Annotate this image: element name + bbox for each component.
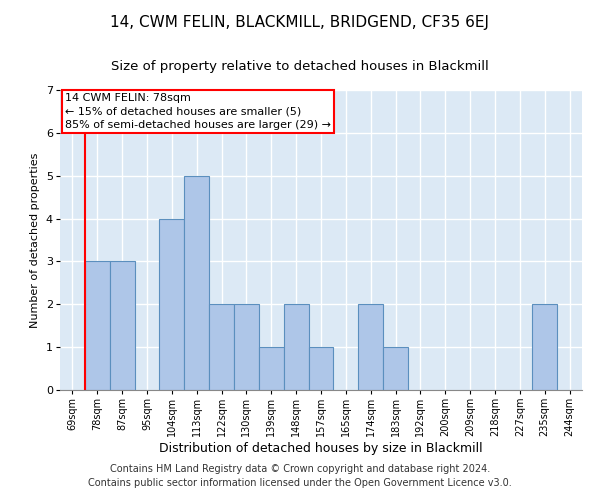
Y-axis label: Number of detached properties: Number of detached properties [31,152,40,328]
Bar [358,304,383,390]
Text: Size of property relative to detached houses in Blackmill: Size of property relative to detached ho… [111,60,489,73]
Bar [209,304,234,390]
Text: Contains HM Land Registry data © Crown copyright and database right 2024.
Contai: Contains HM Land Registry data © Crown c… [88,464,512,487]
Bar [184,176,209,390]
Bar [85,262,110,390]
Bar [383,347,408,390]
Text: 14, CWM FELIN, BLACKMILL, BRIDGEND, CF35 6EJ: 14, CWM FELIN, BLACKMILL, BRIDGEND, CF35… [110,15,490,30]
Bar [110,262,134,390]
Bar [308,347,334,390]
Bar [284,304,308,390]
Bar [532,304,557,390]
Text: 14 CWM FELIN: 78sqm
← 15% of detached houses are smaller (5)
85% of semi-detache: 14 CWM FELIN: 78sqm ← 15% of detached ho… [65,94,331,130]
Bar [160,218,184,390]
X-axis label: Distribution of detached houses by size in Blackmill: Distribution of detached houses by size … [159,442,483,455]
Bar [234,304,259,390]
Bar [259,347,284,390]
